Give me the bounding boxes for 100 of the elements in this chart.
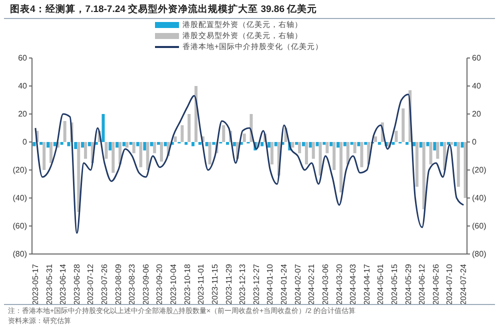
bar <box>406 142 409 145</box>
bar <box>116 142 119 148</box>
y-tick-label: 0 <box>22 138 28 146</box>
bar <box>112 142 115 173</box>
bar <box>125 142 128 148</box>
bar <box>270 142 274 164</box>
bar <box>208 142 212 164</box>
bar <box>226 142 230 145</box>
bar <box>102 114 105 142</box>
bar <box>188 114 191 142</box>
y2-tick-label: 0 <box>472 138 477 146</box>
y-tick-label: (40) <box>12 194 28 202</box>
bar <box>150 142 154 146</box>
y2-tick-label: 20 <box>472 110 482 118</box>
bar <box>446 142 450 145</box>
bar <box>146 142 150 170</box>
bar <box>198 142 202 145</box>
bar <box>104 142 108 159</box>
bar <box>222 125 226 142</box>
bar <box>330 142 333 146</box>
bar <box>415 142 418 187</box>
bar <box>42 142 46 170</box>
y-tick-label: (80) <box>12 250 28 258</box>
bar <box>298 142 302 154</box>
y-tick-label: 60 <box>18 54 28 62</box>
bar <box>156 142 160 145</box>
y2-tick-label: (40) <box>472 194 487 202</box>
bar <box>153 142 156 154</box>
bar <box>53 142 56 146</box>
bar <box>291 142 294 148</box>
bar <box>312 142 315 159</box>
bar <box>260 142 264 146</box>
bar <box>436 142 440 159</box>
bar <box>74 142 78 149</box>
x-tick-label: 2023-11-01 <box>196 263 206 304</box>
bar <box>160 142 163 162</box>
bar <box>308 142 312 148</box>
bar <box>67 142 70 146</box>
y2-tick-label: (20) <box>472 166 487 174</box>
bar <box>274 142 278 146</box>
bar <box>316 142 319 146</box>
bar <box>180 125 184 142</box>
bar <box>192 142 194 146</box>
bar <box>433 142 436 150</box>
bar <box>50 142 52 163</box>
bar <box>357 142 360 146</box>
y2-tick-label: (60) <box>472 222 487 230</box>
bar <box>108 142 112 150</box>
bar <box>392 142 395 145</box>
bar <box>60 142 64 145</box>
bar <box>353 142 356 154</box>
bar <box>460 142 464 148</box>
y2-tick-label: 60 <box>472 54 482 62</box>
bar <box>426 142 430 146</box>
bar <box>360 142 364 168</box>
line-series <box>34 94 464 234</box>
bar <box>346 142 350 164</box>
y-tick-label: 40 <box>18 82 28 90</box>
bar <box>332 142 336 170</box>
bar <box>402 108 405 142</box>
bar <box>440 142 444 146</box>
x-tick-label: 2023-11-29 <box>224 263 234 304</box>
y-tick-label: (20) <box>12 166 28 174</box>
bar <box>212 142 216 145</box>
chart-title: 图表4：经测算，7.18-7.24 交易型外资净流出规模扩大至 39.86 亿美元 <box>4 0 495 19</box>
bar <box>318 142 322 176</box>
bar <box>350 142 354 145</box>
bar <box>295 142 298 145</box>
bar <box>139 142 142 168</box>
bar <box>450 142 453 145</box>
bar <box>84 142 88 159</box>
bar <box>232 142 236 146</box>
bar <box>343 142 346 146</box>
bar <box>46 142 50 148</box>
bar <box>32 142 36 146</box>
bar <box>63 121 66 142</box>
bar <box>394 130 398 142</box>
bar <box>164 142 167 146</box>
bar <box>184 142 188 145</box>
bar <box>336 142 340 148</box>
bar <box>88 142 91 146</box>
y-tick-label: 20 <box>18 110 28 118</box>
bar <box>340 142 342 192</box>
bar <box>136 142 140 146</box>
y2-tick-label: 40 <box>472 82 482 90</box>
bar <box>267 142 270 148</box>
bar <box>454 142 457 146</box>
bar <box>40 142 43 145</box>
bar <box>77 142 80 212</box>
bar <box>326 142 329 154</box>
bar <box>456 142 460 187</box>
bar <box>132 142 136 154</box>
bar <box>419 142 422 148</box>
bar <box>242 134 246 142</box>
bar <box>364 142 368 145</box>
bar <box>143 142 146 150</box>
bar <box>122 142 126 146</box>
bar <box>205 142 208 146</box>
bar <box>429 142 432 164</box>
bar <box>374 136 378 142</box>
